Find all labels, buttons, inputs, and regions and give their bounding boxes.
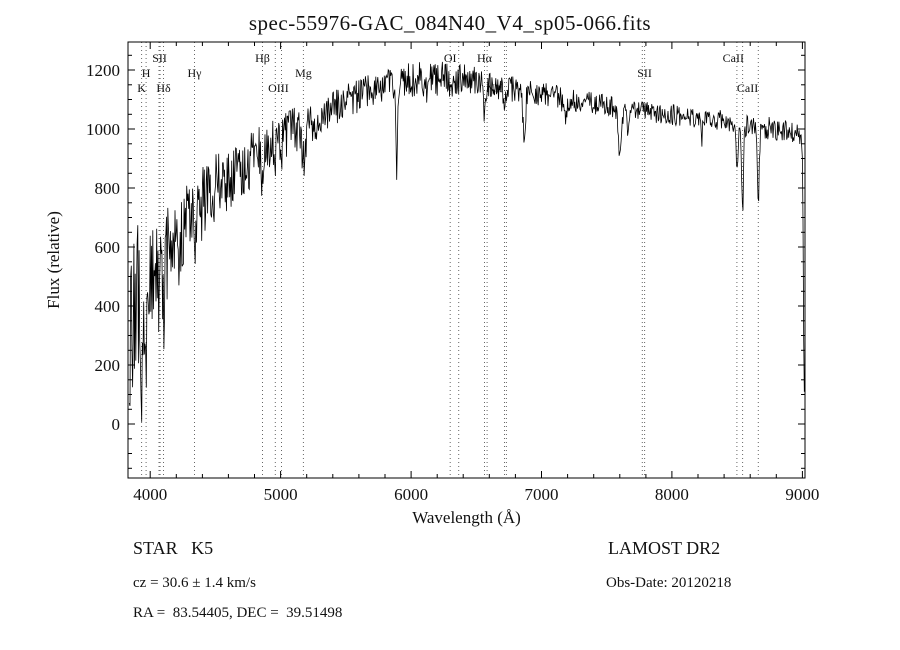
y-tick-label: 1000 xyxy=(86,120,120,139)
y-tick-label: 800 xyxy=(95,179,121,198)
x-tick-label: 4000 xyxy=(133,485,167,504)
line-label-CaII: CaII xyxy=(737,81,758,95)
x-tick-label: 7000 xyxy=(525,485,559,504)
line-label-SII: SII xyxy=(637,66,652,80)
line-label-H: H xyxy=(142,66,151,80)
spectrum-line xyxy=(128,61,805,422)
line-label-SII: SII xyxy=(152,51,167,65)
line-label-Hα: Hα xyxy=(477,51,493,65)
line-label-Hγ: Hγ xyxy=(188,66,203,80)
spectral-line-markers xyxy=(141,42,759,478)
line-label-CaII: CaII xyxy=(723,51,744,65)
y-axis-label: Flux (relative) xyxy=(44,211,63,309)
x-tick-label: 8000 xyxy=(655,485,689,504)
x-tick-label: 5000 xyxy=(264,485,298,504)
y-tick-label: 400 xyxy=(95,297,121,316)
line-label-NII: NII xyxy=(486,81,503,95)
axis-ticks xyxy=(128,42,805,478)
x-tick-label: 9000 xyxy=(785,485,819,504)
y-tick-label: 600 xyxy=(95,238,121,257)
classification-text: STAR K5 xyxy=(133,538,214,558)
radial-velocity-text: cz = 30.6 ± 1.4 km/s xyxy=(133,575,256,591)
x-axis-label: Wavelength (Å) xyxy=(412,508,521,527)
ra-dec-text: RA = 83.54405, DEC = 39.51498 xyxy=(133,605,343,621)
figure-title: spec-55976-GAC_084N40_V4_sp05-066.fits xyxy=(248,11,652,35)
x-tick-label: 6000 xyxy=(394,485,428,504)
survey-text: LAMOST DR2 xyxy=(608,538,721,558)
line-label-OI: OI xyxy=(444,51,457,65)
line-label-OIII: OIII xyxy=(268,81,289,95)
line-label-Hβ: Hβ xyxy=(255,51,270,65)
y-tick-label: 0 xyxy=(112,415,121,434)
line-label-K: K xyxy=(137,81,146,95)
y-tick-label: 1200 xyxy=(86,61,120,80)
y-tick-label: 200 xyxy=(95,356,121,375)
y-tick-labels: 0 200 400 600 800 1000 1200 xyxy=(86,61,120,434)
plot-frame xyxy=(127,41,806,479)
line-label-Mg: Mg xyxy=(295,66,312,80)
obs-date-text: Obs-Date: 20120218 xyxy=(606,575,732,591)
x-tick-labels: 4000 5000 6000 7000 8000 9000 xyxy=(133,485,819,504)
line-label-Hδ: Hδ xyxy=(156,81,171,95)
